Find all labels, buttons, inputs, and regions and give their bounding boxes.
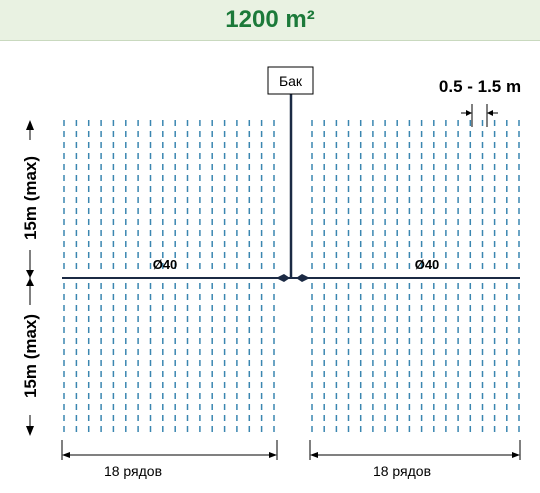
bottom-arrow-right-b bbox=[512, 452, 520, 458]
junction-arrow-left bbox=[276, 274, 284, 282]
tank-label: Бак bbox=[279, 73, 303, 89]
side-label-top-bg bbox=[22, 140, 38, 250]
bottom-arrow-right-a bbox=[310, 452, 318, 458]
drip-lines-right bbox=[311, 120, 520, 436]
spacing-label: 0.5 - 1.5 m bbox=[439, 77, 521, 96]
junction-arrow-right bbox=[296, 274, 302, 282]
spacing-arrow-left bbox=[466, 110, 472, 116]
area-title: 1200 m² bbox=[225, 6, 315, 33]
bottom-arrow-left-b bbox=[269, 452, 277, 458]
rows-label-left: 18 рядов bbox=[104, 463, 162, 479]
pipe-label-left: Ø40 bbox=[153, 257, 178, 272]
side-arrow-top bbox=[26, 120, 34, 130]
bottom-arrow-left-a bbox=[62, 452, 70, 458]
tank-box bbox=[267, 66, 314, 95]
side-arrow-bottom bbox=[26, 426, 34, 436]
side-label-bottom: 15m (max) bbox=[21, 314, 40, 398]
drip-lines-left bbox=[63, 120, 275, 436]
side-label-bottom-bg bbox=[22, 305, 38, 415]
pipe-label-right: Ø40 bbox=[415, 257, 440, 272]
junction-arrow-right-b bbox=[302, 274, 310, 282]
side-arrow-mid-top bbox=[26, 270, 34, 278]
spacing-arrow-right bbox=[487, 110, 493, 116]
title-bar: 1200 m² bbox=[0, 0, 540, 41]
side-label-top: 15m (max) bbox=[21, 156, 40, 240]
junction-arrow-left-b bbox=[284, 274, 290, 282]
side-arrow-mid-bottom bbox=[26, 278, 34, 286]
rows-label-right: 18 рядов bbox=[373, 463, 431, 479]
